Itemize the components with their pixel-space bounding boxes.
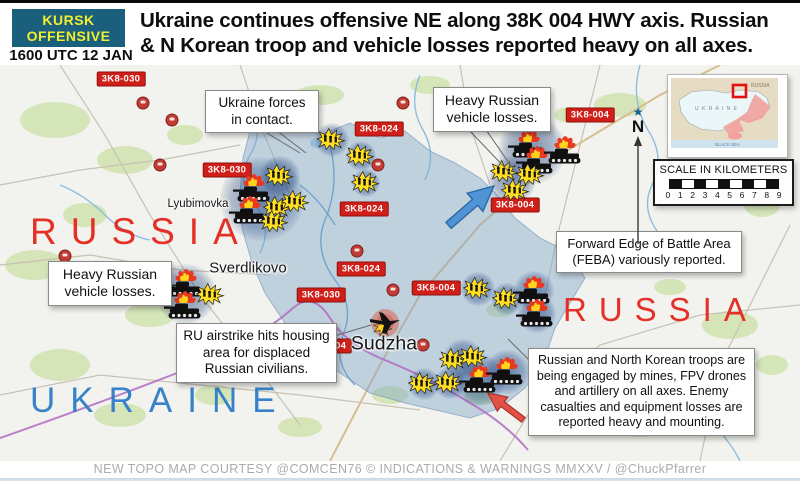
scale-tick: 6 [739,190,745,200]
north-indicator: ★ N [616,106,660,251]
explosion-icon [346,144,374,166]
scale-title: SCALE IN KILOMETERS [659,164,788,176]
explosion-icon [281,190,309,212]
road-badge: 3K8-004 [565,107,615,123]
burning-tank-icon [516,299,553,327]
town-label-sudzha: Sudzha [350,332,418,355]
callout-6: Russian and North Korean troops are being… [528,348,755,436]
callout-text-line: and artillery on all axes. Enemy [554,384,729,398]
callout-text-line: Heavy Russian [62,266,158,282]
header: KURSK OFFENSIVE 1600 UTC 12 JAN Ukraine … [0,3,800,65]
scale-tick: 0 [665,190,671,200]
callout-4: Heavy Russian vehicle losses. [48,261,172,306]
callout-5: RU airstrike hits housing area for displa… [176,323,337,384]
scale-tick: 1 [677,190,683,200]
scale-tick: 3 [702,190,708,200]
callout-text-line: RU airstrike hits housing [183,328,330,343]
road-badge: 3K8-004 [411,280,461,296]
badge-line1: KURSK [42,11,95,28]
callout-2: Heavy Russian vehicle losses. [433,87,551,132]
headline-line2: & N Korean troop and vehicle losses repo… [140,34,753,57]
kursk-offensive-badge: KURSK OFFENSIVE [12,9,125,47]
explosion-icon [196,283,224,305]
callout-text-line: vehicle losses. [446,109,538,126]
region-label-ukraine: UKRAINE [30,381,291,420]
kursk-area-marker [731,83,748,99]
callout-text-line: area for displaced [202,344,311,360]
burning-tank-icon [544,136,581,164]
road-badge: 3K8-024 [339,201,389,217]
callout-text-line: Ukraine forces [218,95,306,110]
callout-text-line: reported heavy and mounting. [558,415,725,429]
callout-text-line: (FEBA) variously reported. [572,252,726,268]
inset-russia-label: RUSSIA [751,83,770,89]
route-marker-icon [153,158,167,172]
burning-tank-icon [486,357,523,385]
road-badge: 3K8-024 [336,261,386,277]
town-label-sverdlikovo: Sverdlikovo [209,259,287,277]
badge-line2: OFFENSIVE [26,28,111,44]
town-label-lyubimovka: Lyubimovka [167,198,229,210]
callout-text-line: vehicle losses. [64,283,156,300]
route-marker-icon [386,283,400,297]
callout-text-line: Heavy Russian [444,92,540,108]
explosion-icon [408,372,436,394]
callout-3: Forward Edge of Battle Area (FEBA) variou… [556,231,742,274]
inset-black-sea-label: BLACK SEA [715,142,740,147]
scale-segments [668,179,779,189]
scale-tick: 7 [752,190,757,200]
explosion-icon [434,371,462,393]
explosion-icon [459,345,487,367]
explosion-icon [501,179,529,201]
explosion-icon [265,164,293,186]
bottom-strip [0,478,800,481]
callout-text-line: being engaged by mines, FPV drones [536,368,747,383]
callout-1: Ukraine forces in contact. [205,90,319,134]
road-badge: 3K8-030 [96,71,146,87]
north-star-icon: ★ [632,105,644,119]
explosion-icon [463,277,491,299]
callout-text-line: casualties and equipment losses are [540,399,743,414]
scale-tick: 4 [714,190,720,200]
road-badge: 3K8-030 [202,162,252,178]
explosion-icon [260,210,288,232]
report-datetime: 1600 UTC 12 JAN [9,47,133,64]
route-marker-icon [416,338,430,352]
route-marker-icon [396,96,410,110]
inset-ukraine-label: U K R A I N E [695,106,738,112]
route-marker-icon [350,244,364,258]
scale-tick: 2 [690,190,695,200]
callout-text-line: Russian and North Korean troops are [537,353,746,367]
ukraine-locator-inset-map: RUSSIA U K R A I N E BLACK SEA [667,74,788,158]
headline-line1: Ukraine continues offensive NE along 38K… [140,9,769,32]
callout-text-line: Russian civilians. [204,361,309,377]
route-marker-icon [136,96,150,110]
callout-text-line: Forward Edge of Battle Area [567,236,731,251]
north-label: N [631,117,645,136]
route-marker-icon [371,158,385,172]
explosion-icon [492,287,520,309]
route-marker-icon [165,113,179,127]
road-badge: 3K8-024 [354,121,404,137]
headline: Ukraine continues offensive NE along 38K… [140,8,796,58]
explosion-icon [317,128,345,150]
scale-tick: 8 [764,190,770,200]
road-badge: 3K8-004 [490,197,540,213]
explosion-icon [351,171,379,193]
north-arrow-line [634,135,642,244]
region-label-russia: RUSSIA [30,211,252,252]
scale-tick: 5 [727,190,733,200]
road-badge: 3K8-030 [296,287,346,303]
region-label-russia: RUSSIA [563,291,758,328]
scale-tick: 9 [776,190,782,200]
callout-text-line: in contact. [231,111,293,127]
map-credit: NEW TOPO MAP COURTESY @COMCEN76 © INDICA… [0,461,800,478]
